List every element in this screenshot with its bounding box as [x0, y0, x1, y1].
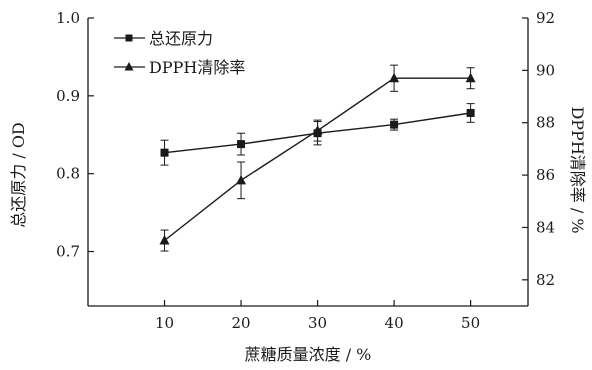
right-y-tick-label: 88: [536, 114, 555, 132]
x-ticks: 10 20 30 40 50: [155, 300, 480, 332]
legend-marker-square: [125, 34, 133, 42]
data-point-triangle: [159, 235, 170, 245]
x-tick-label: 30: [308, 314, 327, 332]
left-y-tick-label: 0.9: [56, 87, 80, 105]
left-y-tick-label: 1.0: [56, 9, 80, 27]
legend: 总还原力 DPPH清除率: [114, 29, 245, 77]
right-axis-title: DPPH清除率 / %: [568, 106, 587, 233]
right-y-tick-label: 82: [536, 271, 555, 289]
x-tick-label: 20: [231, 314, 250, 332]
right-y-tick-label: 84: [536, 218, 555, 236]
data-point-triangle: [465, 72, 476, 83]
x-tick-label: 10: [155, 314, 174, 332]
right-y-tick-label: 92: [536, 9, 555, 27]
left-y-tick-label: 0.7: [56, 243, 80, 261]
left-axis-title: 总还原力 / OD: [9, 122, 28, 228]
data-point-square: [390, 120, 399, 129]
x-axis-title: 蔗糖质量浓度 / %: [245, 345, 372, 364]
legend-label-reducing-power: 总还原力: [149, 29, 213, 48]
x-tick-label: 40: [385, 314, 404, 332]
data-point-square: [160, 148, 169, 157]
legend-marker-triangle: [124, 62, 134, 71]
data-point-square: [237, 140, 246, 149]
right-y-tick-label: 86: [536, 166, 555, 184]
series-line-1: [164, 77, 471, 242]
series-layer: [159, 64, 476, 252]
legend-label-dpph: DPPH清除率: [149, 58, 245, 77]
data-point-triangle: [236, 174, 247, 185]
data-point-triangle: [389, 72, 400, 83]
left-y-tick-label: 0.8: [56, 165, 80, 183]
left-y-ticks: 0.7 0.8 0.9 1.0: [56, 9, 94, 261]
right-y-tick-label: 90: [536, 61, 555, 79]
right-y-ticks: 82 84 86 88 90 92: [522, 9, 555, 289]
x-tick-label: 50: [461, 314, 480, 332]
data-point-triangle: [312, 125, 323, 135]
data-point-square: [466, 108, 475, 117]
